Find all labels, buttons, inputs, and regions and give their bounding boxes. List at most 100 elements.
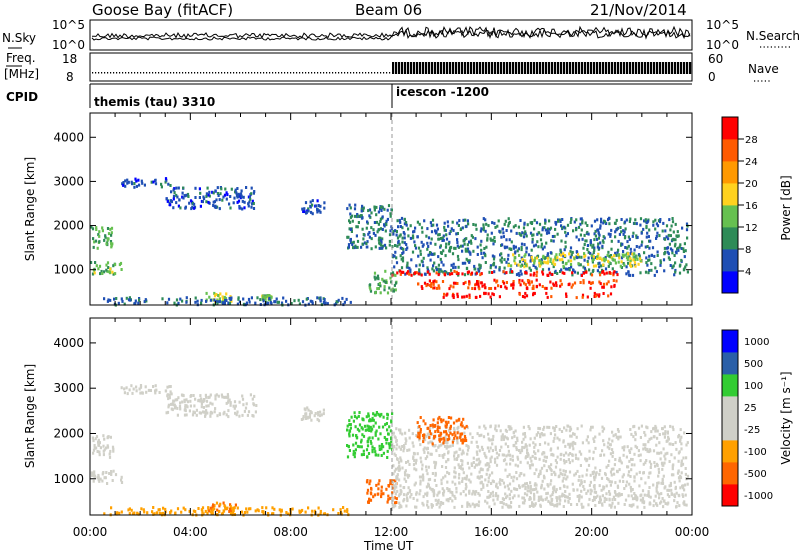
power-scatter-cells [90, 177, 689, 307]
scatter-cell [165, 197, 168, 201]
scatter-cell [649, 495, 652, 499]
scatter-cell [594, 490, 598, 494]
scatter-cell [602, 263, 605, 267]
nave-bar [623, 62, 626, 74]
scatter-cell [601, 503, 604, 507]
scatter-cell [497, 424, 500, 428]
scatter-cell [567, 259, 570, 263]
scatter-cell [491, 442, 494, 446]
scatter-cell [411, 432, 414, 436]
scatter-cell [349, 238, 352, 242]
scatter-cell [520, 248, 523, 252]
scatter-cell [446, 272, 449, 276]
scatter-cell [443, 292, 446, 296]
scatter-cell [540, 432, 543, 435]
scatter-cell [486, 483, 489, 487]
scatter-cell [403, 471, 407, 475]
scatter-cell [654, 494, 657, 498]
scatter-cell [461, 226, 464, 230]
scatter-cell [480, 239, 483, 243]
scatter-cell [451, 499, 454, 503]
scatter-cell [418, 222, 421, 226]
scatter-cell [485, 472, 488, 476]
scatter-cell [529, 491, 533, 495]
scatter-cell [662, 505, 665, 509]
scatter-cell [440, 437, 443, 441]
scatter-cell [559, 279, 562, 283]
scatter-cell [468, 259, 471, 263]
scatter-cell [388, 239, 391, 243]
scatter-cell [393, 489, 396, 493]
scatter-cell [418, 263, 421, 267]
scatter-cell [216, 414, 219, 418]
scatter-cell [495, 484, 498, 488]
scatter-cell [405, 439, 408, 443]
scatter-cell [637, 426, 641, 430]
scatter-cell [449, 431, 452, 435]
scatter-cell [515, 471, 518, 474]
scatter-cell [686, 441, 689, 445]
scatter-cell [612, 273, 615, 277]
scatter-cell [564, 473, 567, 477]
scatter-cell [155, 511, 158, 515]
scatter-cell [640, 493, 643, 497]
scatter-cell [395, 482, 398, 485]
scatter-cell [663, 461, 666, 465]
scatter-cell [572, 447, 575, 451]
scatter-cell [431, 472, 434, 475]
scatter-cell [633, 463, 636, 467]
scatter-cell [90, 261, 93, 264]
scatter-cell [568, 470, 572, 474]
scatter-cell [391, 433, 394, 436]
scatter-cell [602, 285, 605, 289]
nave-bar [398, 62, 401, 74]
scatter-cell [541, 285, 544, 288]
scatter-cell [422, 440, 425, 444]
scatter-cell [370, 429, 373, 433]
scatter-cell [370, 441, 373, 445]
scatter-cell [626, 240, 629, 244]
scatter-cell [593, 484, 596, 487]
scatter-cell [501, 497, 504, 501]
freq-point [386, 72, 388, 74]
scatter-cell [553, 429, 556, 432]
scatter-cell [394, 479, 397, 483]
scatter-cell [661, 482, 665, 485]
scatter-cell [317, 413, 320, 417]
scatter-cell [646, 493, 649, 497]
scatter-cell [366, 491, 369, 495]
scatter-cell [346, 455, 350, 459]
scatter-cell [610, 247, 613, 251]
nave-bar [419, 62, 422, 74]
scatter-cell [390, 419, 393, 423]
freq-marks [92, 62, 692, 74]
scatter-cell [313, 509, 316, 513]
scatter-cell [424, 272, 427, 276]
scatter-cell [428, 272, 431, 276]
scatter-cell [416, 421, 419, 425]
scatter-cell [453, 494, 456, 498]
scatter-cell [610, 285, 613, 289]
scatter-cell [508, 497, 511, 501]
freq-point [98, 72, 100, 74]
scatter-cell [628, 220, 631, 223]
scatter-cell [266, 301, 270, 305]
scatter-cell [542, 459, 545, 463]
scatter-cell [623, 230, 626, 234]
scatter-cell [252, 207, 256, 210]
scatter-cell [103, 238, 106, 242]
scatter-cell [307, 209, 310, 213]
scatter-cell [554, 255, 557, 259]
scatter-cell [352, 240, 355, 244]
freq-point [296, 72, 298, 74]
scatter-cell [490, 455, 493, 459]
scatter-cell [240, 189, 243, 193]
scatter-cell [653, 273, 656, 277]
scatter-cell [466, 452, 469, 456]
scatter-cell [392, 431, 395, 435]
scatter-cell [372, 228, 375, 232]
scatter-cell [361, 427, 364, 431]
freq-point [368, 72, 370, 74]
nave-bar [521, 62, 524, 74]
scatter-cell [616, 485, 620, 489]
